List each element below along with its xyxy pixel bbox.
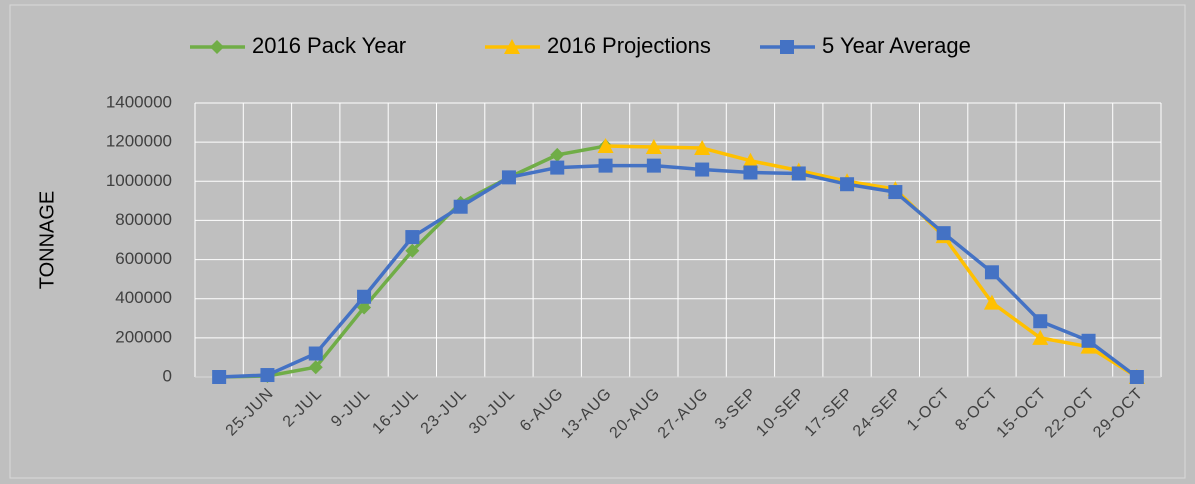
legend-marker <box>780 40 794 54</box>
point-marker <box>742 152 759 168</box>
y-tick-label: 1200000 <box>106 132 172 151</box>
point-marker <box>357 300 372 315</box>
point-marker <box>936 226 951 241</box>
y-tick-label: 400000 <box>115 288 172 307</box>
point-marker <box>646 158 661 173</box>
point-marker <box>550 147 565 162</box>
point-marker <box>840 177 855 192</box>
point-marker <box>405 243 420 258</box>
point-marker <box>695 162 710 177</box>
legend-marker <box>504 39 520 54</box>
point-marker <box>743 165 758 180</box>
point-marker <box>260 368 275 383</box>
legend-label: 2016 Pack Year <box>252 33 406 58</box>
point-marker <box>405 230 420 245</box>
point-marker <box>694 140 711 156</box>
point-marker <box>212 370 227 384</box>
point-marker <box>308 360 323 375</box>
point-marker <box>597 138 614 154</box>
chart-area <box>9 4 1186 479</box>
series-line <box>219 163 1138 379</box>
series-line <box>605 144 1138 379</box>
point-marker <box>645 139 662 155</box>
point-marker <box>501 170 516 185</box>
point-marker <box>984 265 999 280</box>
y-tick-label: 0 <box>163 366 172 385</box>
point-marker <box>550 160 565 175</box>
y-axis-label: TONNAGE <box>36 191 58 290</box>
y-tick-label: 1400000 <box>106 92 172 111</box>
point-marker <box>983 294 1000 310</box>
point-marker <box>308 346 323 361</box>
legend-label: 2016 Projections <box>547 33 711 58</box>
y-tick-label: 800000 <box>115 210 172 229</box>
point-marker <box>1129 370 1144 384</box>
point-marker <box>1032 329 1049 345</box>
point-marker <box>357 289 372 304</box>
point-marker <box>453 199 468 214</box>
point-marker <box>791 166 806 181</box>
point-marker <box>1081 333 1096 348</box>
y-tick-label: 200000 <box>115 327 172 346</box>
legend-label: 5 Year Average <box>822 33 971 58</box>
y-tick-label: 600000 <box>115 249 172 268</box>
point-marker <box>598 158 613 173</box>
legend-marker <box>210 40 224 54</box>
y-tick-label: 1000000 <box>106 171 172 190</box>
point-marker <box>1033 314 1048 329</box>
point-marker <box>888 185 903 200</box>
